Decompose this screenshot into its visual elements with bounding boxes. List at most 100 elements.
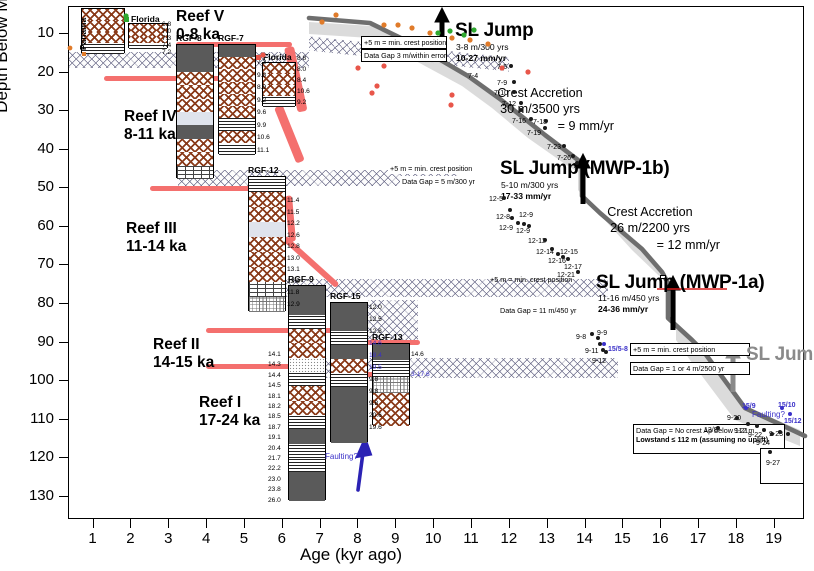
core-cell bbox=[219, 106, 255, 119]
core-depth-label: 20.4 bbox=[268, 444, 281, 452]
sample-label: 12-16 bbox=[548, 258, 566, 265]
lowstand-note: Data Gap = No crest Ap below 112 m Lowst… bbox=[633, 424, 785, 454]
panama-dot bbox=[81, 52, 86, 56]
reef-name: Reef III bbox=[126, 220, 177, 237]
core-cell bbox=[219, 45, 255, 58]
x-tick bbox=[319, 519, 321, 528]
y-tick bbox=[59, 418, 68, 420]
core-depth-label: 13.5 bbox=[287, 277, 300, 285]
core-cell bbox=[177, 98, 213, 112]
data-gap-3: Data Gap = 11 m/450 yr bbox=[500, 306, 577, 315]
core-depth-label: 9.8 bbox=[369, 376, 379, 383]
core-column bbox=[262, 62, 296, 107]
core-cell bbox=[249, 222, 285, 237]
x-tick bbox=[660, 519, 662, 528]
florida-dot-red bbox=[256, 55, 261, 61]
x-tick-label: 6 bbox=[277, 530, 286, 547]
core-cell bbox=[177, 58, 213, 72]
core-column bbox=[81, 8, 125, 54]
core-cell bbox=[129, 36, 167, 43]
x-tick bbox=[546, 519, 548, 528]
core-depth-label: 9.6 bbox=[257, 109, 267, 116]
core-depth-label: 26.0 bbox=[268, 496, 281, 504]
core-cell bbox=[249, 252, 285, 267]
core-depth-label: 14.6 bbox=[369, 340, 382, 347]
x-tick-label: 12 bbox=[500, 530, 518, 547]
core-cell bbox=[219, 130, 255, 143]
sl-jump-2-title: SL Jump (MWP-1b) bbox=[500, 158, 670, 179]
core-depth-label: 9.2 bbox=[297, 99, 307, 106]
core-depth-label: 14.6 bbox=[411, 351, 424, 358]
y-tick-label: 30 bbox=[37, 101, 54, 119]
y-tick bbox=[59, 341, 68, 343]
core-label-rgf-8: RGF-8 bbox=[176, 33, 202, 43]
core-depth-label: 12.2 bbox=[287, 220, 300, 227]
x-tick bbox=[433, 519, 435, 528]
core-cell bbox=[177, 45, 213, 59]
crest-note-4: +5 m = min. crest position bbox=[630, 343, 750, 356]
core-cell bbox=[331, 415, 367, 429]
core-label-rgf-7: RGF-7 bbox=[218, 33, 244, 43]
core-depth-label: 20.6 bbox=[369, 412, 382, 419]
core-cell bbox=[249, 192, 285, 207]
core-cell bbox=[331, 429, 367, 443]
y-tick bbox=[59, 495, 68, 497]
core-cell bbox=[289, 300, 325, 315]
y-tick-label: 130 bbox=[28, 486, 54, 504]
core-depth-label: 23.8 bbox=[268, 486, 281, 494]
core-cell bbox=[331, 303, 367, 317]
core-depth-label: 14.5 bbox=[268, 382, 281, 390]
y-tick-label: 60 bbox=[37, 216, 54, 234]
sl-jump-3-rate-top: 11-16 m/450 yrs bbox=[598, 293, 660, 303]
x-tick bbox=[735, 519, 737, 528]
sl-jump-1-rate-top: 3-8 m/300 yrs bbox=[456, 42, 509, 52]
core-column-rgf-12 bbox=[248, 176, 286, 312]
lowstand-9-27-box bbox=[760, 448, 804, 484]
lowstand-line2: Lowstand ≤ 112 m (assuming no uplift) bbox=[636, 435, 769, 444]
sl-jump-3-title: SL Jump (MWP-1a) bbox=[596, 272, 765, 293]
x-tick-label: 13 bbox=[538, 530, 556, 547]
accretion-2-line1: Crest Accretion bbox=[607, 205, 693, 219]
y-tick-label: 90 bbox=[37, 332, 54, 350]
y-tick bbox=[59, 225, 68, 227]
sl-jump-1-rate-bottom: 10-27 mm/yr bbox=[456, 53, 507, 63]
core-depth-label: 12.8 bbox=[287, 243, 300, 250]
core-depth-label: 9.8 bbox=[257, 71, 267, 79]
sample-label: 12-14 bbox=[536, 249, 554, 256]
core-cell bbox=[219, 81, 255, 94]
x-tick bbox=[698, 519, 700, 528]
x-tick-label: 19 bbox=[765, 530, 783, 547]
sample-label: 12-15 bbox=[560, 249, 578, 256]
x-tick-label: 11 bbox=[463, 530, 479, 547]
core-cell bbox=[373, 393, 409, 410]
y-tick bbox=[59, 71, 68, 73]
jump3-box bbox=[660, 275, 666, 279]
core-column bbox=[128, 23, 168, 49]
core-cell bbox=[289, 429, 325, 444]
core-cell bbox=[129, 24, 167, 31]
x-tick-label: 8 bbox=[353, 530, 362, 547]
core-cell bbox=[219, 69, 255, 82]
x-tick-label: 16 bbox=[651, 530, 669, 547]
pink-line-1 bbox=[104, 76, 222, 81]
x-tick bbox=[357, 519, 359, 528]
core-depth-label: 7.0 bbox=[162, 28, 172, 35]
core-cell bbox=[331, 359, 367, 373]
core-depth-label: 9.8 bbox=[369, 388, 379, 395]
x-tick-label: 1 bbox=[88, 530, 97, 547]
site-label-florida-top: Florida bbox=[124, 14, 160, 24]
data-gap-4: Data Gap = 1 or 4 m/2500 yr bbox=[630, 362, 750, 375]
sample-label: 7-5 bbox=[497, 64, 508, 71]
sample-label: 7-26 bbox=[557, 155, 572, 162]
core-depth-label: 3-17.6 bbox=[411, 371, 430, 378]
core-cell bbox=[249, 237, 285, 252]
core-cell bbox=[331, 373, 367, 387]
core-cell bbox=[249, 297, 285, 312]
crest-note-3: +5 m = min. crest position bbox=[490, 275, 573, 284]
sl-jump-2-rate-bottom: 17-33 mm/yr bbox=[501, 191, 552, 201]
sample-label: 9-23 bbox=[769, 431, 784, 438]
data-gap-1: Data Gap 3 m/within error bbox=[361, 49, 447, 62]
reef-age: 14-15 ka bbox=[153, 353, 215, 371]
pink-line-10 bbox=[206, 364, 326, 369]
y-tick bbox=[59, 110, 68, 112]
